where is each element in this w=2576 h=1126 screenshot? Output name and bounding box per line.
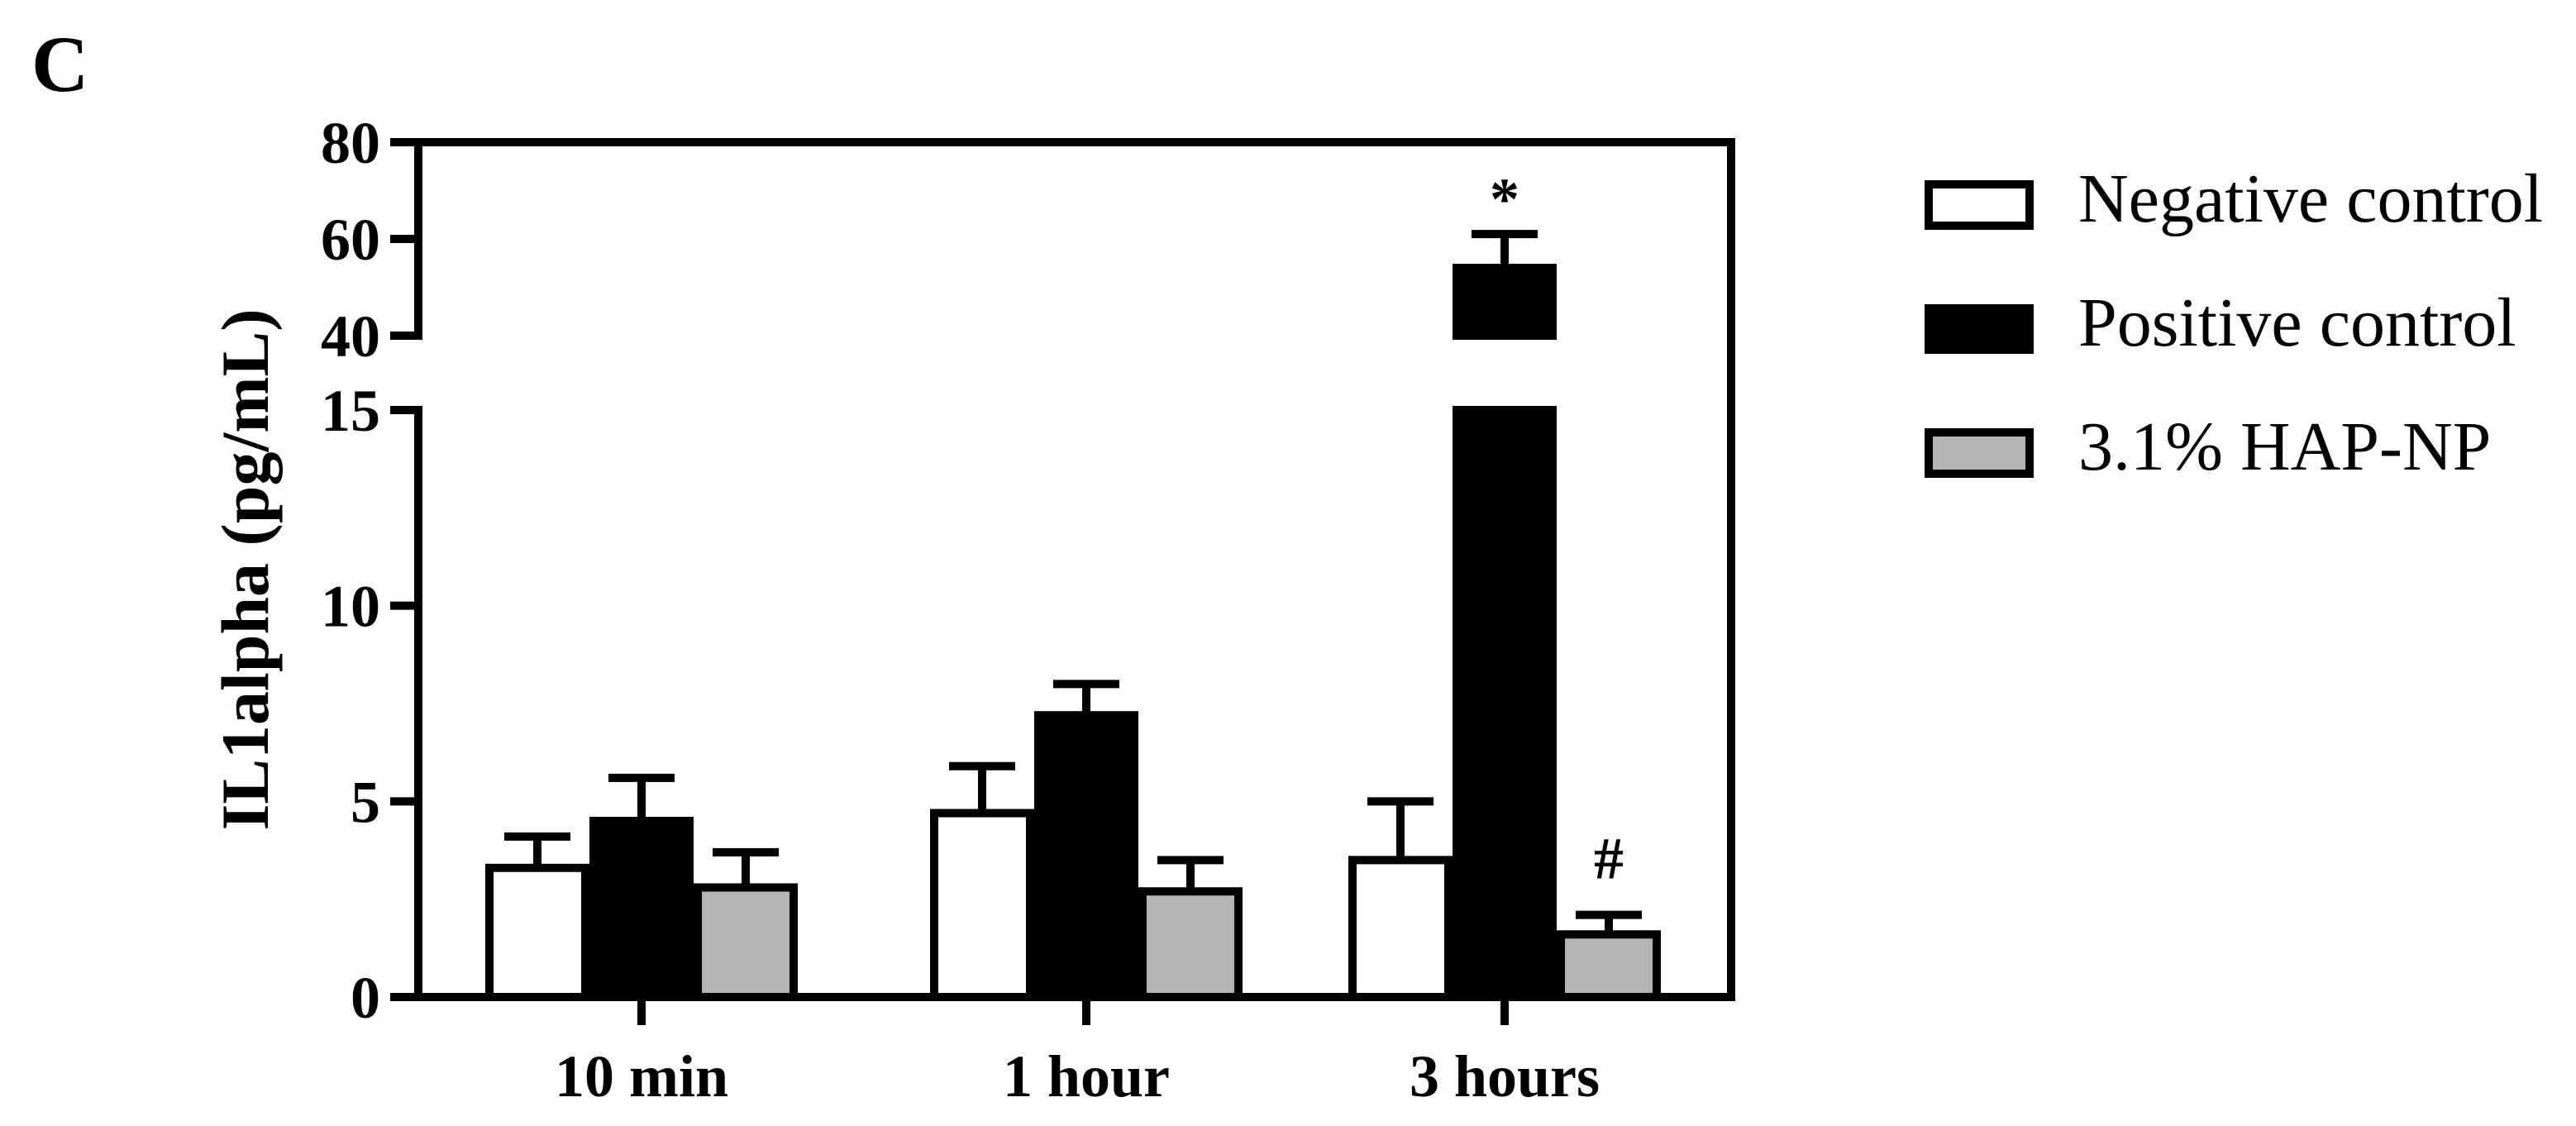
y-tick-label: 60 <box>321 207 380 273</box>
legend-swatch-positive-control <box>1925 304 2034 354</box>
bar <box>1557 930 1661 1002</box>
x-tick-label: 1 hour <box>1003 1043 1170 1109</box>
y-tick-label: 80 <box>321 110 380 176</box>
y-tick-label: 0 <box>351 965 380 1031</box>
legend-label: 3.1% HAP-NP <box>2078 408 2492 485</box>
panel-label: C <box>31 20 89 108</box>
bar-lower-segment <box>1453 406 1557 1001</box>
legend-label: Positive control <box>2078 284 2516 361</box>
y-tick-label: 10 <box>321 574 380 640</box>
bar <box>485 863 589 1002</box>
significance-marker: # <box>1594 826 1624 892</box>
bar <box>1138 887 1243 1001</box>
y-tick-label: 5 <box>351 769 380 835</box>
significance-marker: * <box>1490 166 1519 232</box>
x-tick-label: 3 hours <box>1410 1043 1600 1109</box>
bar <box>1034 711 1138 1001</box>
x-tick-label: 10 min <box>555 1043 728 1109</box>
bar <box>930 809 1034 1001</box>
bar-upper-segment <box>1453 264 1557 341</box>
y-axis-title: IL1alpha (pg/mL) <box>208 308 283 830</box>
bar <box>694 883 798 1002</box>
y-tick-label: 15 <box>321 378 380 444</box>
bar <box>1348 856 1453 1002</box>
bar <box>589 817 694 1001</box>
legend-swatch-hap-np <box>1925 428 2034 478</box>
y-tick-label: 40 <box>321 303 380 370</box>
legend-swatch-negative-control <box>1925 180 2034 230</box>
legend-label: Negative control <box>2078 160 2544 237</box>
